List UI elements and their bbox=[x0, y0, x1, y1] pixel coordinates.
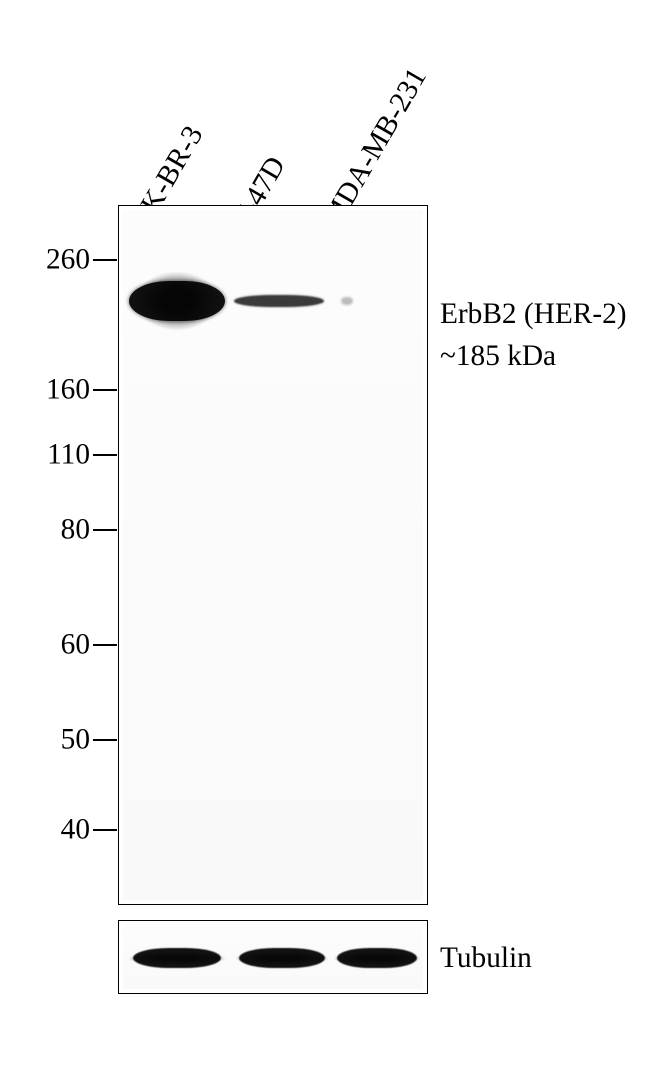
mw-tick-50 bbox=[93, 739, 117, 741]
mw-label-50: 50 bbox=[30, 724, 90, 757]
mw-label-160: 160 bbox=[30, 374, 90, 407]
loading-control-blot bbox=[118, 920, 428, 994]
mw-label-260: 260 bbox=[30, 244, 90, 277]
mw-label-60: 60 bbox=[30, 629, 90, 662]
tubulin-band-lane1 bbox=[133, 948, 221, 968]
mw-tick-60 bbox=[93, 644, 117, 646]
mw-tick-160 bbox=[93, 389, 117, 391]
main-blot bbox=[118, 205, 428, 905]
erbB2-band-lane3 bbox=[341, 297, 353, 305]
tubulin-band-lane2 bbox=[239, 948, 325, 968]
mw-tick-80 bbox=[93, 529, 117, 531]
mw-tick-40 bbox=[93, 829, 117, 831]
approx-mw-label: ~185 kDa bbox=[440, 340, 556, 373]
erbB2-band-lane1 bbox=[129, 281, 225, 321]
mw-label-110: 110 bbox=[30, 439, 90, 472]
target-name-label: ErbB2 (HER-2) bbox=[440, 298, 627, 331]
mw-tick-260 bbox=[93, 259, 117, 261]
mw-label-80: 80 bbox=[30, 514, 90, 547]
mw-tick-110 bbox=[93, 454, 117, 456]
western-blot-figure: SK-BR-3 T-47D MDA-MB-231 260160110806050… bbox=[0, 0, 650, 1073]
mw-label-40: 40 bbox=[30, 814, 90, 847]
tubulin-label: Tubulin bbox=[440, 942, 532, 975]
tubulin-band-lane3 bbox=[337, 948, 417, 968]
erbB2-band-lane2 bbox=[234, 295, 324, 307]
